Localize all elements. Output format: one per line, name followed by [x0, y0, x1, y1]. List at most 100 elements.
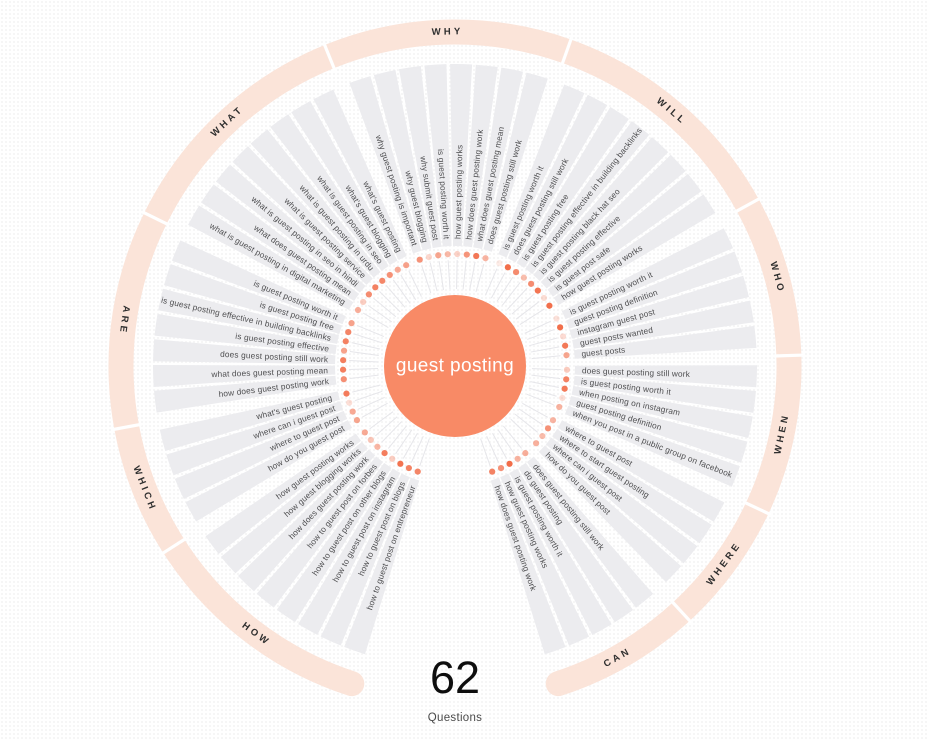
question-wedge[interactable] [500, 473, 590, 646]
question-label[interactable]: does guest posting still work [582, 365, 691, 379]
question-wedge[interactable] [166, 401, 344, 476]
question-wedge[interactable] [525, 121, 650, 275]
ring-section-separator [111, 422, 142, 432]
question-wedge[interactable] [205, 433, 362, 554]
question-dot [544, 425, 552, 432]
question-wedge[interactable] [498, 84, 585, 258]
question-wedge[interactable] [573, 325, 757, 359]
question-wedge[interactable] [313, 89, 407, 260]
question-wedge[interactable] [154, 375, 337, 413]
spoke-line [410, 435, 424, 463]
question-dot [367, 436, 374, 443]
question-wedge[interactable] [215, 164, 366, 293]
question-dot [374, 443, 381, 450]
spoke-line [528, 387, 557, 397]
question-wedge[interactable] [158, 288, 339, 344]
ring-section-label-are: ARE [117, 305, 132, 336]
question-wedge[interactable] [566, 251, 743, 329]
question-dot [559, 394, 566, 402]
question-dot [562, 342, 569, 349]
question-wedge[interactable] [547, 173, 702, 297]
spoke-line [369, 411, 394, 430]
question-wedge[interactable] [490, 477, 566, 655]
question-wedge[interactable] [518, 462, 634, 623]
question-wedge[interactable] [270, 114, 389, 272]
question-wedge[interactable] [298, 468, 401, 635]
question-wedge[interactable] [349, 76, 422, 254]
question-wedge[interactable] [320, 473, 410, 646]
question-wedge[interactable] [533, 137, 669, 281]
spoke-line [419, 438, 430, 467]
question-wedge[interactable] [571, 386, 753, 439]
question-dot [425, 253, 432, 261]
question-wedge[interactable] [565, 405, 740, 487]
question-wedge[interactable] [463, 64, 498, 248]
question-wedge[interactable] [553, 194, 716, 306]
question-dot [553, 315, 560, 322]
question-wedge[interactable] [188, 205, 354, 310]
question-label[interactable]: guest posts [581, 345, 626, 359]
question-wedge[interactable] [424, 64, 452, 247]
question-wedge[interactable] [153, 339, 336, 365]
question-label[interactable]: how guest posting works [453, 145, 465, 239]
spoke-line [349, 351, 379, 356]
question-wedge[interactable] [538, 445, 682, 583]
question-wedge[interactable] [344, 477, 420, 655]
spoke-line [354, 390, 383, 402]
question-wedge[interactable] [238, 449, 376, 592]
question-dot [528, 280, 535, 287]
question-wedge[interactable] [152, 365, 336, 388]
question-wedge[interactable] [185, 420, 353, 522]
question-dot [444, 251, 451, 258]
question-wedge[interactable] [574, 365, 758, 388]
question-wedge[interactable] [569, 275, 750, 339]
question-wedge[interactable] [154, 313, 337, 354]
question-dot [539, 432, 546, 440]
spoke-line [522, 402, 548, 418]
question-wedge[interactable] [256, 456, 383, 608]
question-wedge[interactable] [398, 65, 442, 249]
question-wedge[interactable] [573, 375, 756, 413]
question-wedge[interactable] [220, 441, 368, 574]
question-label[interactable]: what does guest posting mean [210, 365, 328, 379]
question-wedge[interactable] [450, 64, 473, 247]
question-dot [559, 333, 567, 340]
question-wedge[interactable] [201, 184, 360, 302]
question-wedge[interactable] [507, 94, 608, 263]
question-dot [353, 417, 361, 424]
question-wedge[interactable] [545, 437, 698, 564]
question-dot [563, 366, 571, 373]
question-wedge[interactable] [540, 154, 686, 289]
question-wedge[interactable] [373, 69, 432, 251]
question-wedge[interactable] [516, 107, 629, 268]
question-dot [379, 277, 386, 284]
question-dot [497, 465, 505, 472]
question-wedge[interactable] [159, 391, 340, 452]
question-wedge[interactable] [164, 264, 343, 334]
question-dot [354, 306, 362, 314]
question-dot [435, 252, 442, 259]
ring-section-separator [669, 599, 693, 624]
question-wedge[interactable] [250, 129, 381, 278]
question-dot [506, 460, 513, 467]
question-wedge[interactable] [557, 420, 725, 522]
question-wedge[interactable] [552, 429, 712, 544]
question-wedge[interactable] [561, 228, 734, 320]
spoke-line [392, 279, 411, 304]
question-wedge[interactable] [276, 462, 392, 623]
spoke-line [510, 418, 533, 440]
question-wedge[interactable] [509, 468, 612, 635]
question-wedge[interactable] [483, 72, 548, 252]
spoke-line [511, 294, 534, 315]
question-wedge[interactable] [291, 100, 398, 266]
question-dot [520, 274, 527, 281]
question-wedge[interactable] [473, 67, 523, 250]
question-wedge[interactable] [232, 146, 373, 285]
question-wedge[interactable] [174, 410, 348, 499]
question-wedge[interactable] [572, 300, 754, 349]
spoke-line [462, 260, 467, 290]
question-dot [514, 455, 521, 462]
question-wedge[interactable] [568, 396, 748, 463]
question-wedge[interactable] [171, 240, 346, 325]
question-wedge[interactable] [526, 456, 654, 608]
